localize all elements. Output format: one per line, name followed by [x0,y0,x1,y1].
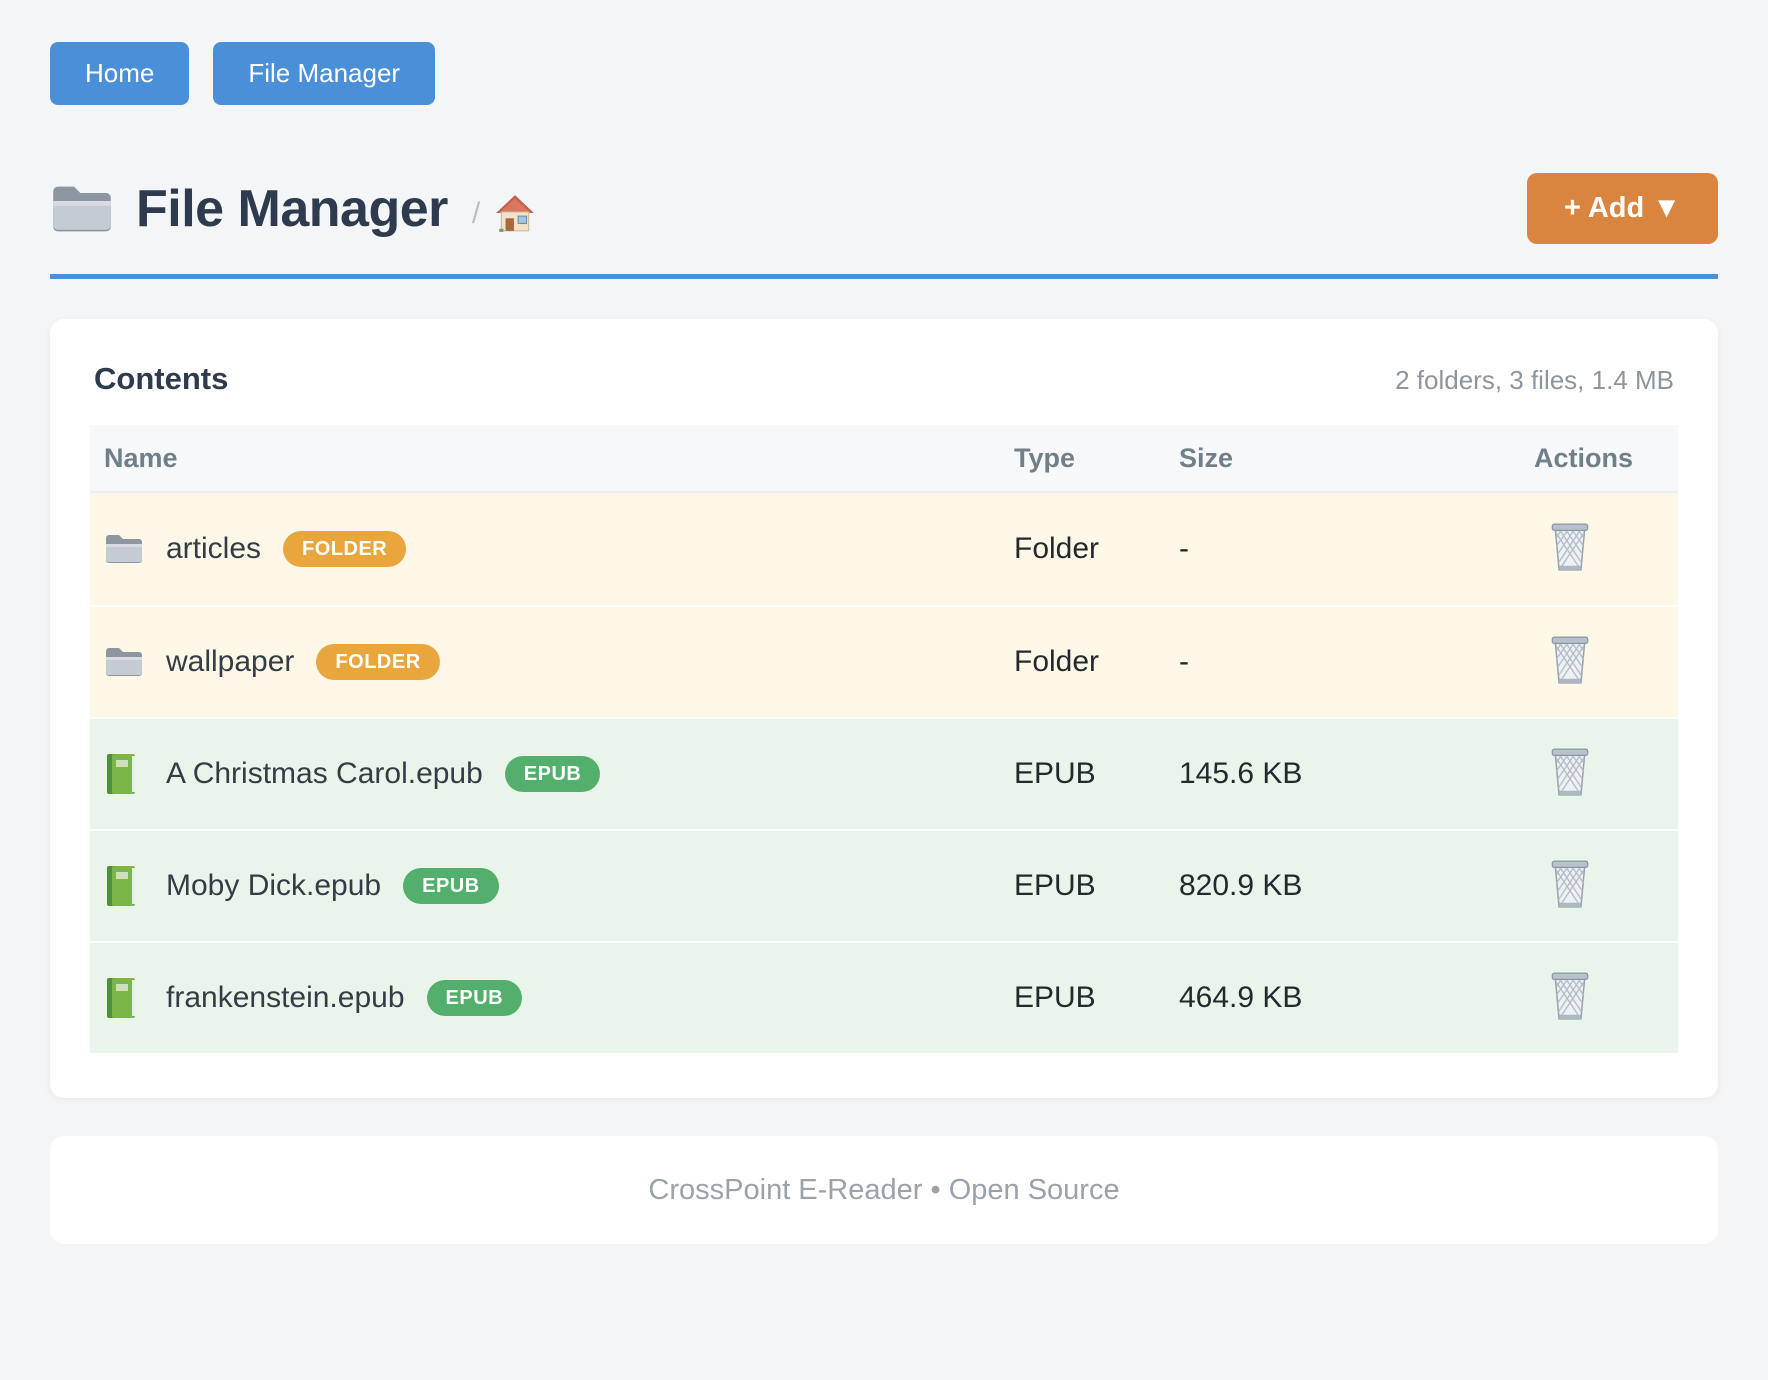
delete-button[interactable] [1546,521,1594,573]
page-header: File Manager / + Add ▼ [50,173,1718,244]
actions-cell [1520,746,1678,803]
page-title: File Manager [136,179,448,238]
file-size: 145.6 KB [1179,757,1303,790]
actions-cell [1520,634,1678,691]
column-header-name: Name [104,442,178,473]
title-group: File Manager / [50,179,536,239]
file-type-badge: FOLDER [316,644,440,680]
file-name-link[interactable]: A Christmas Carol.epub [166,757,483,790]
book-icon [104,754,144,794]
breadcrumb-separator: / [471,196,481,230]
name-cell: Moby Dick.epub EPUB [90,866,1000,906]
table-body: articles FOLDER Folder - [90,493,1678,1053]
file-name-link[interactable]: articles [166,532,262,565]
file-size: 820.9 KB [1179,869,1303,902]
file-size: - [1179,645,1189,678]
table-row: A Christmas Carol.epub EPUB EPUB 145.6 K… [90,717,1678,829]
page: Home File Manager File Manager / [50,42,1718,1244]
file-name-link[interactable]: Moby Dick.epub [166,869,382,902]
column-header-size: Size [1179,442,1234,473]
name-cell: frankenstein.epub EPUB [90,978,1000,1018]
name-cell: wallpaper FOLDER [90,642,1000,682]
delete-button[interactable] [1546,634,1594,686]
add-button[interactable]: + Add ▼ [1526,173,1718,244]
nav-file-manager-button[interactable]: File Manager [213,42,436,105]
delete-button[interactable] [1546,746,1594,798]
file-type-badge: EPUB [426,980,523,1016]
contents-heading: Contents [94,361,229,396]
file-type-badge: EPUB [504,756,601,792]
file-type: Folder [1014,645,1100,678]
book-icon [104,978,144,1018]
actions-cell [1520,858,1678,915]
nav-home-button[interactable]: Home [50,42,190,105]
file-size: 464.9 KB [1179,981,1303,1014]
file-table: Name Type Size Actions articles FOLDER F… [90,425,1678,1053]
file-type-badge: FOLDER [283,531,407,567]
contents-card: Contents 2 folders, 3 files, 1.4 MB Name… [50,319,1718,1098]
actions-cell [1520,970,1678,1027]
home-icon[interactable] [494,192,536,234]
file-name-link[interactable]: frankenstein.epub [166,981,405,1014]
folder-icon [50,182,114,236]
contents-card-header: Contents 2 folders, 3 files, 1.4 MB [90,361,1678,397]
column-header-actions: Actions [1534,442,1634,473]
top-nav: Home File Manager [50,42,1718,105]
folder-icon [104,642,144,682]
contents-summary: 2 folders, 3 files, 1.4 MB [1395,365,1674,395]
file-name-link[interactable]: wallpaper [166,645,295,678]
column-header-type: Type [1014,442,1076,473]
file-type-badge: EPUB [403,868,499,904]
file-type: EPUB [1014,869,1096,902]
file-type: EPUB [1014,757,1096,790]
delete-button[interactable] [1546,858,1594,910]
folder-icon [104,529,144,569]
name-cell: articles FOLDER [90,529,1000,569]
header-divider [50,274,1718,279]
delete-button[interactable] [1546,970,1594,1022]
table-row: frankenstein.epub EPUB EPUB 464.9 KB [90,941,1678,1053]
file-type: EPUB [1014,981,1096,1014]
table-row: Moby Dick.epub EPUB EPUB 820.9 KB [90,829,1678,941]
file-size: - [1179,532,1189,565]
name-cell: A Christmas Carol.epub EPUB [90,754,1000,794]
file-type: Folder [1014,532,1100,565]
table-header-row: Name Type Size Actions [90,425,1678,493]
footer-text: CrossPoint E-Reader • Open Source [648,1173,1120,1206]
footer: CrossPoint E-Reader • Open Source [50,1136,1718,1244]
book-icon [104,866,144,906]
table-row: wallpaper FOLDER Folder - [90,605,1678,717]
actions-cell [1520,521,1678,578]
table-row: articles FOLDER Folder - [90,493,1678,605]
